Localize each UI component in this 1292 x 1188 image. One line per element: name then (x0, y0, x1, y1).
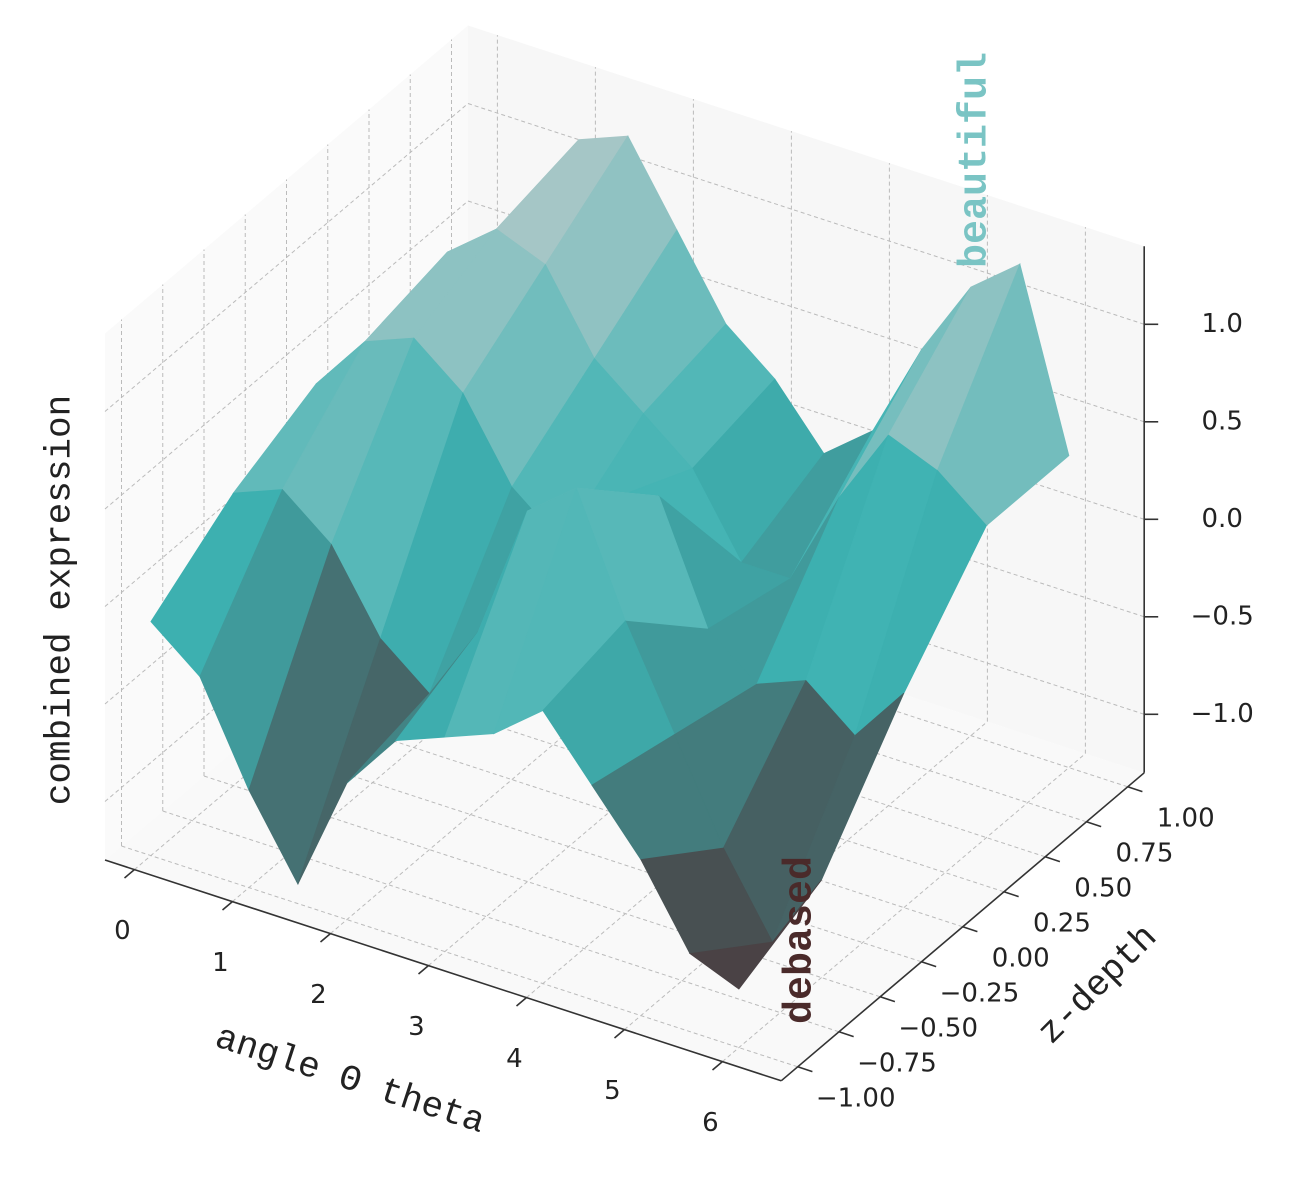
x-tick (417, 964, 429, 975)
z-tick-label: −1.0 (1191, 699, 1254, 729)
x-tick-label: 3 (408, 1012, 425, 1042)
x-tick-label: 2 (310, 980, 327, 1010)
x-tick (221, 900, 233, 911)
z-tick-label: 0.0 (1202, 504, 1243, 534)
x-tick-label: 6 (702, 1108, 719, 1138)
surface-patch (688, 879, 822, 990)
y-tick (1003, 891, 1019, 898)
y-tick-label: −0.50 (898, 1013, 978, 1043)
y-tick (1127, 786, 1143, 793)
y-tick-label: −1.00 (816, 1083, 896, 1113)
annotation-max: beautiful (954, 52, 999, 268)
y-tick (1086, 821, 1102, 828)
y-axis (780, 772, 1145, 1082)
y-tick-label: 1.00 (1157, 803, 1215, 833)
grid-line (104, 200, 469, 510)
grid-line (104, 103, 469, 412)
z-tick-label: 0.5 (1202, 406, 1243, 436)
x-axis (104, 859, 782, 1082)
y-tick-label: 0.75 (1116, 838, 1174, 868)
z-tick-label: −0.5 (1191, 601, 1254, 631)
y-tick-label: 0.00 (992, 943, 1050, 973)
x-tick-label: 5 (604, 1076, 621, 1106)
x-tick (515, 996, 527, 1007)
z-axis-label: combined expression (40, 395, 81, 805)
x-tick-label: 4 (506, 1044, 523, 1074)
grid-line (722, 753, 1086, 1062)
x-tick (123, 868, 135, 879)
y-tick (879, 996, 896, 1003)
y-tick (962, 926, 978, 933)
y-tick (838, 1031, 854, 1038)
y-tick-label: 0.25 (1033, 908, 1091, 938)
x-tick (711, 1060, 723, 1071)
x-tick (613, 1028, 625, 1039)
axes: 0 1 2 3 4 5 6 −1.00 −0.75 −0.50 −0.25 0.00 0.25 0.50 0… (104, 246, 1254, 1138)
y-tick-label: 0.50 (1074, 873, 1132, 903)
x-tick (319, 932, 331, 943)
x-axis-label: angle Θ theta (210, 1017, 490, 1143)
y-tick-label: −0.75 (857, 1048, 937, 1078)
annotation-min: debased (779, 856, 824, 1024)
surface (150, 135, 1070, 990)
y-tick (1044, 856, 1061, 863)
grid-line (330, 625, 694, 934)
y-tick (797, 1066, 813, 1073)
y-tick-label: −0.25 (940, 978, 1020, 1008)
y-tick (921, 961, 937, 968)
z-tick-label: 1.0 (1202, 309, 1243, 339)
x-tick-label: 1 (212, 948, 229, 978)
x-tick-label: 0 (114, 916, 131, 946)
